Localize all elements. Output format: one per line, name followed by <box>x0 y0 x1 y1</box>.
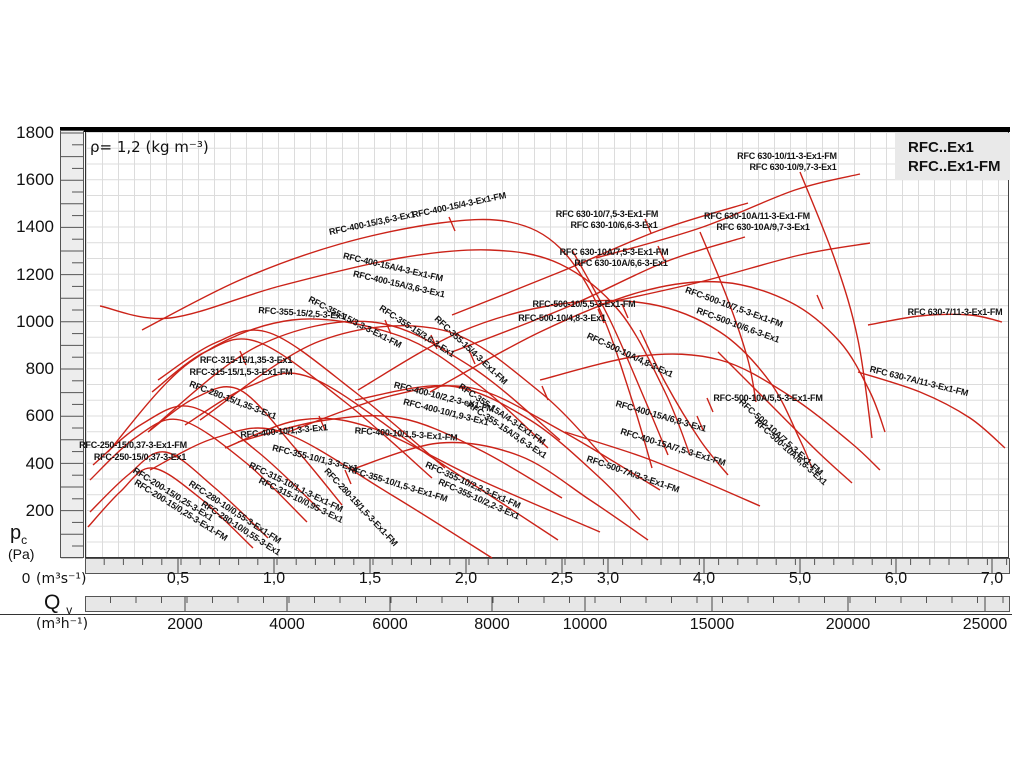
y-axis-title: pc <box>10 522 27 547</box>
x-axis-tick-label-m3h: 6000 <box>372 616 408 633</box>
legend-box: RFC..Ex1 RFC..Ex1-FM <box>895 133 1010 180</box>
x-axis-tick-label-m3s: 7,0 <box>980 570 1004 587</box>
curve-label: RFC-315-15/1,35-3-Ex1 <box>199 355 293 365</box>
y-axis-tick-label: 400 <box>25 454 54 473</box>
x-axis-tick-label-m3h: 2000 <box>167 616 203 633</box>
flow-symbol-sub: v <box>66 603 73 618</box>
x-axis-tick-label-m3s: 6,0 <box>884 570 908 587</box>
x-axis-tick-label-m3h: 8000 <box>474 616 510 633</box>
curve-label: RFC 630-10/6,6-3-Ex1 <box>570 220 658 230</box>
x-axis-tick-label-m3s: 5,0 <box>788 570 812 587</box>
density-annotation: ρ= 1,2 (kg m⁻³) <box>90 138 209 156</box>
legend-line-2: RFC..Ex1-FM <box>908 158 1001 175</box>
x-axis-tick-label-m3h: 25000 <box>962 616 1008 633</box>
plot-area <box>85 132 1009 558</box>
x-axis-unit-m3h: (m³h⁻¹) <box>36 616 89 632</box>
curve-label: RFC 630-10A/7,5-3-Ex1-FM <box>559 247 669 257</box>
y-axis-scale-bar <box>60 130 84 558</box>
y-axis-tick-label: 1400 <box>16 217 54 236</box>
x-axis-tick-label-m3h: 4000 <box>269 616 305 633</box>
curve-label: RFC-315-15/1,5-3-Ex1-FM <box>189 367 293 377</box>
curve-label: RFC-250-15/0,37-3-Ex1 <box>93 452 187 462</box>
y-axis-tick-label: 800 <box>25 359 54 378</box>
flow-axis-title: Q v <box>44 591 72 617</box>
x-axis-tick-label-m3h: 15000 <box>689 616 735 633</box>
curve-label: RFC 630-10A/6,6-3-Ex1 <box>574 258 668 268</box>
y-axis-tick-label: 1600 <box>16 170 54 189</box>
curve-label: RFC-250-15/0,37-3-Ex1-FM <box>79 440 187 450</box>
x-axis-unit-m3s: (m³s⁻¹) <box>36 571 87 587</box>
x-axis-tick-label-m3s: 4,0 <box>692 570 716 587</box>
plot-top-border <box>60 127 1010 132</box>
curve-label: RFC 630-10A/11-3-Ex1-FM <box>704 211 810 221</box>
curve-label: RFC 630-10A/9,7-3-Ex1 <box>716 222 810 232</box>
bottom-rule <box>0 614 1012 615</box>
y-axis-symbol-sub: c <box>21 533 28 547</box>
curve-label: RFC 630-10/9,7-3-Ex1 <box>749 162 837 172</box>
x-axis-scale-bar-m3h <box>85 596 1010 612</box>
curve-label: RFC-500-10/5,5-3-Ex1-FM <box>532 299 636 309</box>
x-axis-tick-label-m3s: 1,0 <box>262 570 286 587</box>
legend-line-1: RFC..Ex1 <box>908 139 974 156</box>
x-axis-tick-label-m3h: 20000 <box>825 616 871 633</box>
x-axis-tick-label-m3s: 0,5 <box>166 570 190 587</box>
flow-symbol: Q <box>44 591 61 614</box>
curve-label: RFC 630-10/7,5-3-Ex1-FM <box>555 209 659 219</box>
x-axis-tick-label-m3s: 3,0 <box>596 570 620 587</box>
y-axis-symbol: p <box>10 522 22 544</box>
x-axis-zero-label: 0 <box>21 570 31 587</box>
curve-label: RFC-500-10/4,8-3-Ex1 <box>518 313 606 323</box>
y-axis-unit: (Pa) <box>8 546 35 562</box>
x-axis-tick-label-m3s: 2,5 <box>550 570 574 587</box>
y-axis-tick-label: 200 <box>25 501 54 520</box>
x-axis-tick-label-m3s: 1,5 <box>358 570 382 587</box>
x-axis-scale-bar-m3s <box>85 558 1010 574</box>
curve-label: RFC 630-10/11-3-Ex1-FM <box>737 151 837 161</box>
y-axis-tick-label: 1000 <box>16 312 54 331</box>
y-axis-tick-label: 1800 <box>16 123 54 142</box>
y-axis-tick-label: 1200 <box>16 265 54 284</box>
curve-label: RFC 630-7/11-3-Ex1-FM <box>907 307 1003 317</box>
x-axis-tick-label-m3h: 10000 <box>562 616 608 633</box>
y-axis-tick-label: 600 <box>25 406 54 425</box>
curve-label: RFC-500-10A/5,5-3-Ex1-FM <box>713 393 823 403</box>
x-axis-tick-label-m3s: 2,0 <box>454 570 478 587</box>
